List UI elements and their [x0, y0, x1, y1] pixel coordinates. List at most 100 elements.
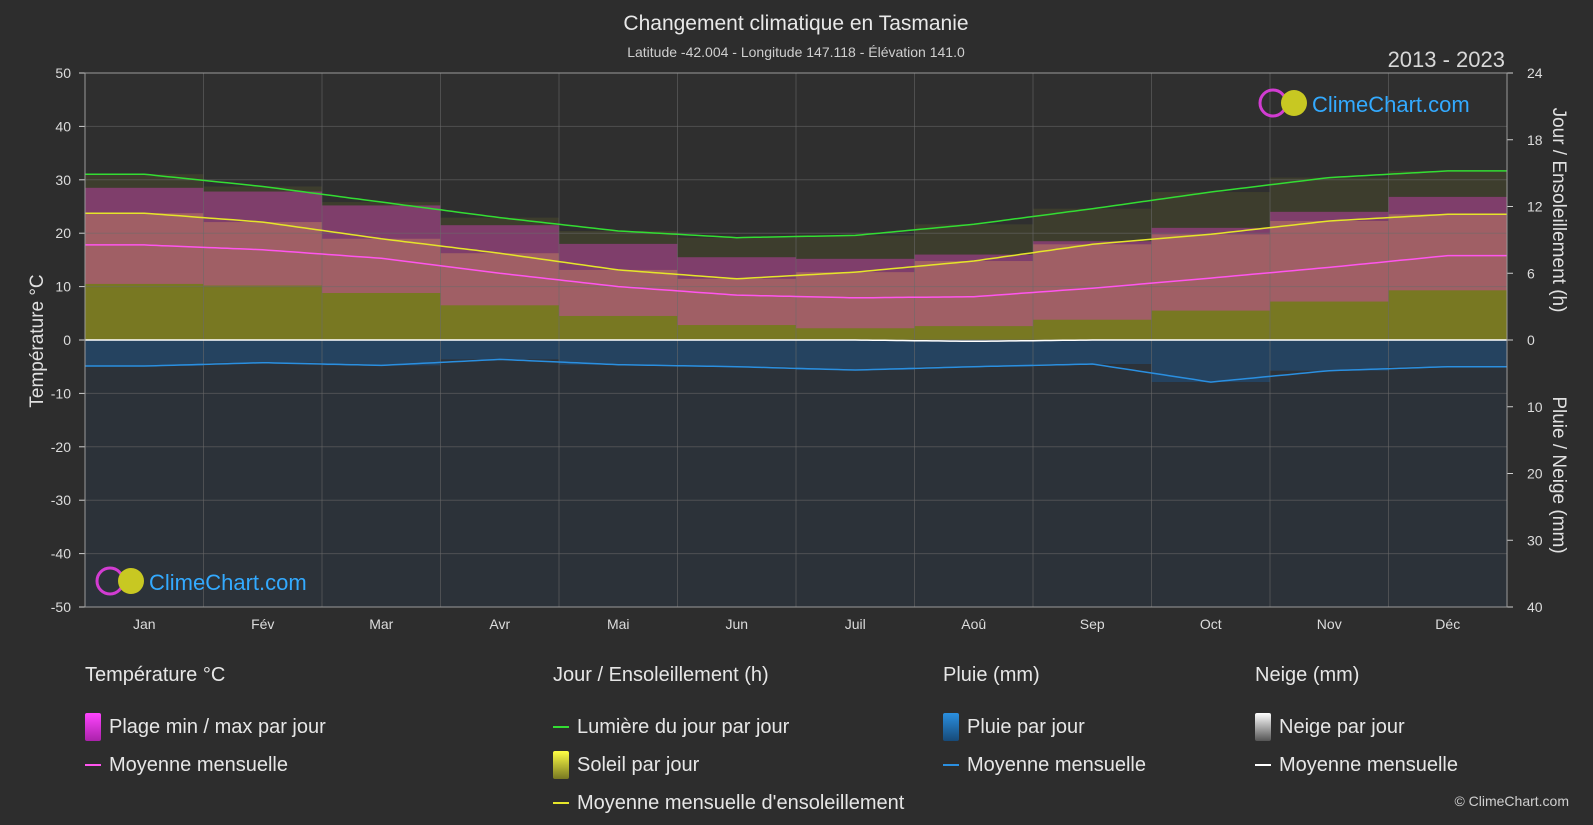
sunshine-bar	[1033, 244, 1152, 340]
legend-label-snow-mean: Moyenne mensuelle	[1279, 753, 1458, 776]
right-top-tick-label: 12	[1527, 199, 1543, 215]
x-tick-label: Jan	[133, 616, 156, 632]
sunshine-bar	[914, 261, 1033, 340]
legend-sun-title: Jour / Ensoleillement (h)	[553, 664, 769, 686]
watermark-top: ClimeChart.com	[1258, 88, 1470, 118]
sunshine-bar	[85, 213, 204, 340]
legend-item-rain-daily: Pluie par jour	[943, 708, 1146, 746]
legend-label-rain-daily: Pluie par jour	[967, 715, 1085, 738]
sunshine-mean-line	[85, 212, 1507, 280]
legend-item-daylight: Lumière du jour par jour	[553, 708, 904, 746]
climate-chart: 50 40 30 20 10 0 -10 -20 -30 -40 -50 24 18 12 6 0 10 20 30…	[27, 12, 1569, 632]
left-tick-label: 20	[55, 225, 71, 241]
legend-label-snow-daily: Neige par jour	[1279, 715, 1405, 738]
temp-range-bar	[1388, 196, 1507, 291]
rain-bar	[203, 340, 322, 363]
left-tick-label: 40	[55, 118, 71, 134]
legend-item-rain-mean: Moyenne mensuelle	[943, 746, 1146, 784]
left-tick-label: 50	[55, 65, 71, 81]
legend-snow-title: Neige (mm)	[1255, 664, 1360, 686]
sunshine-bar	[796, 272, 915, 340]
x-tick-label: Nov	[1317, 616, 1342, 632]
temp-range-bar	[85, 187, 204, 284]
y-axis-label-left: Température °C	[27, 274, 48, 407]
right-bottom-tick-label: 40	[1527, 599, 1543, 615]
x-tick-label: Avr	[489, 616, 510, 632]
x-tick-label: Juil	[845, 616, 866, 632]
right-bottom-tick-label: 30	[1527, 532, 1543, 548]
temp-range-swatch	[85, 713, 101, 741]
temp-range-bar	[1033, 241, 1152, 320]
rain-mean-line	[85, 358, 1507, 383]
snow-daily-swatch	[1255, 713, 1271, 741]
temp-mean-swatch	[85, 764, 101, 766]
left-tick-label: -20	[51, 439, 71, 455]
rain-bar	[677, 340, 796, 367]
rain-bar	[1388, 340, 1507, 367]
x-tick-label: Oct	[1200, 616, 1222, 632]
rain-mean-swatch	[943, 764, 959, 766]
legend-temperature: Température °C Plage min / max par jour …	[85, 664, 326, 784]
plot-frame	[84, 72, 1508, 608]
rain-bar	[1151, 340, 1270, 383]
legend-label-temp-range: Plage min / max par jour	[109, 715, 326, 738]
temp-range-bar	[440, 225, 559, 306]
left-tick-label: -40	[51, 546, 71, 562]
x-tick-label: Jun	[725, 616, 748, 632]
sunshine-bar	[677, 278, 796, 340]
temp-range-bar	[914, 254, 1033, 327]
legend-label-temp-mean: Moyenne mensuelle	[109, 753, 288, 776]
right-bottom-tick-label: 10	[1527, 399, 1543, 415]
watermark-bottom-text: ClimeChart.com	[149, 570, 307, 595]
rain-bar	[440, 340, 559, 360]
legend-item-sunshine: Soleil par jour	[553, 746, 904, 784]
daylight-swatch	[553, 726, 569, 728]
rain-bar	[85, 340, 204, 367]
legend-temperature-title: Température °C	[85, 664, 226, 686]
left-tick-label: 30	[55, 172, 71, 188]
right-top-tick-label: 0	[1527, 332, 1535, 348]
sunshine-bar	[1388, 214, 1507, 340]
rain-bar	[1033, 340, 1152, 365]
daylight-line	[85, 170, 1507, 239]
legend-label-sun-mean: Moyenne mensuelle d'ensoleillement	[577, 791, 905, 814]
legend-sun: Jour / Ensoleillement (h) Lumière du jou…	[553, 664, 904, 822]
rain-bar	[1270, 340, 1389, 371]
sunshine-bar	[203, 222, 322, 340]
rain-daily-swatch	[943, 713, 959, 741]
rain-bar	[796, 340, 915, 371]
year-range: 2013 - 2023	[1388, 47, 1505, 72]
watermark-bottom: ClimeChart.com	[95, 566, 307, 596]
right-bottom-tick-label: 20	[1527, 466, 1543, 482]
chart-title: Changement climatique en Tasmanie	[623, 12, 968, 35]
x-tick-label: Déc	[1435, 616, 1460, 632]
chart-subtitle: Latitude -42.004 - Longitude 147.118 - É…	[627, 44, 965, 60]
legend-label-rain-mean: Moyenne mensuelle	[967, 753, 1146, 776]
temp-range-bar	[677, 257, 796, 326]
copyright: © ClimeChart.com	[1454, 793, 1569, 809]
rain-bar	[559, 340, 678, 365]
legend-item-temp-range: Plage min / max par jour	[85, 708, 326, 746]
right-top-tick-label: 18	[1527, 132, 1543, 148]
legend-rain: Pluie (mm) Pluie par jour Moyenne mensue…	[943, 664, 1146, 784]
legend-snow: Neige (mm) Neige par jour Moyenne mensue…	[1255, 664, 1458, 784]
sun-mean-swatch	[553, 802, 569, 804]
legend-item-snow-mean: Moyenne mensuelle	[1255, 746, 1458, 784]
temp-range-bar	[1151, 227, 1270, 311]
right-top-tick-label: 24	[1527, 65, 1543, 81]
watermark-top-text: ClimeChart.com	[1312, 92, 1470, 117]
legend-item-snow-daily: Neige par jour	[1255, 708, 1458, 746]
temp-range-bar	[559, 243, 678, 316]
legend-rain-title: Pluie (mm)	[943, 664, 1040, 686]
right-top-tick-label: 6	[1527, 265, 1535, 281]
y-axis-label-right-bottom: Pluie / Neige (mm)	[1548, 396, 1569, 553]
x-tick-label: Sep	[1080, 616, 1105, 632]
sunshine-bar	[1151, 234, 1270, 340]
legend-label-sunshine: Soleil par jour	[577, 753, 700, 776]
left-tick-label: -10	[51, 385, 71, 401]
legend-label-daylight: Lumière du jour par jour	[577, 715, 790, 738]
sunshine-swatch	[553, 751, 569, 779]
legend-item-sun-mean: Moyenne mensuelle d'ensoleillement	[553, 784, 904, 822]
snow-mean-swatch	[1255, 764, 1271, 766]
x-tick-label: Mar	[369, 616, 393, 632]
